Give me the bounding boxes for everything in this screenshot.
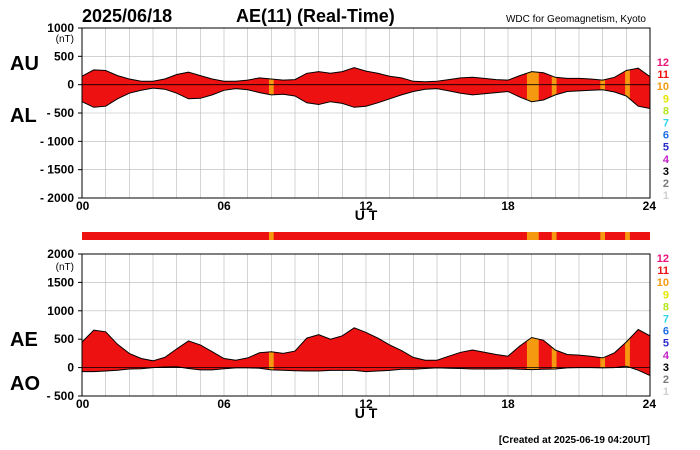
p1-highlight-band — [625, 67, 630, 109]
p2-legend-item: 5 — [663, 338, 669, 350]
activity-strip-highlight — [551, 232, 557, 240]
ao-label: AO — [10, 373, 40, 395]
p2-legend-item: 3 — [663, 362, 669, 374]
p2-legend-item: 2 — [663, 374, 669, 386]
p1-y-tick-label: - 1000 — [40, 134, 74, 148]
p1-highlight-band — [551, 67, 557, 109]
p2-legend-item: 1 — [663, 386, 669, 398]
p2-legend-item: 7 — [663, 314, 669, 326]
p1-y-tick-label: - 500 — [47, 106, 75, 120]
data-source: WDC for Geomagnetism, Kyoto — [506, 14, 646, 25]
p2-legend-item: 11 — [657, 265, 669, 277]
chart-date: 2025/06/18 — [82, 6, 172, 26]
p2-x-tick-label: 00 — [76, 397, 90, 411]
p2-area — [82, 327, 650, 376]
p2-highlight-band — [526, 327, 539, 376]
p1-area — [82, 67, 650, 109]
ae-ao-x-ticks: 00 06 12 18 24 — [76, 397, 656, 411]
p1-x-tick-label: 18 — [501, 199, 515, 213]
p2-legend-item: 6 — [663, 326, 669, 338]
ae-ao-lines — [81, 327, 651, 377]
activity-strip-bar — [82, 232, 650, 240]
au-al-x-ticks: 00 06 12 18 24 — [76, 199, 656, 213]
p2-y-tick-label: 1500 — [47, 275, 74, 289]
p2-y-tick-label: 1000 — [47, 304, 74, 318]
p1-y-tick-label: - 2000 — [40, 191, 74, 205]
p2-x-tick-label: 18 — [501, 397, 515, 411]
p2-highlight-band — [551, 327, 557, 376]
p2-y-tick-label: 500 — [54, 332, 74, 346]
p1-y-tick-label: 1000 — [47, 21, 74, 35]
ae-ao-grid — [82, 254, 650, 396]
p1-x-tick-label: 24 — [643, 199, 657, 213]
p2-x-tick-label: 06 — [217, 397, 231, 411]
activity-strip-highlight — [600, 232, 606, 240]
p1-legend-item: 6 — [663, 130, 669, 142]
p1-legend-item: 7 — [663, 118, 669, 130]
created-timestamp: [Created at 2025-06-19 04:20UT] — [499, 435, 650, 446]
ae-label: AE — [10, 329, 38, 351]
p2-y-tick-label: - 500 — [47, 389, 75, 403]
p2-y-tick-label: 2000 — [47, 247, 74, 261]
p1-legend-item: 9 — [663, 93, 669, 105]
activity-strip-highlight — [526, 232, 539, 240]
al-label: AL — [10, 105, 37, 127]
p1-au-line — [81, 67, 651, 83]
p1-legend-item: 10 — [657, 81, 669, 93]
ae-ao-frame — [81, 253, 651, 397]
p2-legend-item: 8 — [663, 301, 669, 313]
p1-legend-item: 2 — [663, 178, 669, 190]
au-al-lines — [81, 67, 651, 109]
p1-y-tick-label: 500 — [54, 49, 74, 63]
ae-ao-unit-label: (nT) — [56, 262, 74, 273]
p1-legend-item: 4 — [663, 154, 670, 166]
p2-ao-line — [82, 365, 651, 377]
chart-title: AE(11) (Real-Time) — [236, 6, 395, 26]
activity-strip-highlight — [625, 232, 630, 240]
p1-highlight-band — [526, 67, 539, 109]
activity-strip-highlight — [268, 232, 274, 240]
p2-ae-line — [81, 327, 651, 362]
p2-y-tick-label: 0 — [67, 361, 74, 375]
p2-legend-item: 4 — [663, 350, 670, 362]
p2-x-tick-label: 24 — [643, 397, 657, 411]
p1-highlight-band — [600, 67, 606, 109]
p2-legend-item: 9 — [663, 289, 669, 301]
p1-x-tick-label: 06 — [217, 199, 231, 213]
p1-legend-item: 11 — [657, 69, 669, 81]
p1-highlight-band — [268, 67, 274, 109]
p1-legend-item: 8 — [663, 105, 669, 117]
p2-highlight-band — [625, 327, 630, 376]
p1-legend-item: 1 — [663, 190, 669, 202]
p1-x-tick-label: 00 — [76, 199, 90, 213]
ae-ao-y-ticks: 2000 1500 1000 500 0 - 500 — [47, 247, 82, 403]
au-label: AU — [10, 53, 39, 75]
p1-legend-item: 3 — [663, 166, 669, 178]
p2-x-tick-label: 12 — [359, 397, 373, 411]
p1-legend-item: 12 — [657, 57, 669, 69]
au-al-grid — [82, 28, 650, 198]
au-al-fill — [82, 67, 650, 109]
au-al-unit-label: (nT) — [56, 34, 74, 45]
p2-legend-item: 12 — [657, 253, 669, 265]
p2-legend-item: 10 — [657, 277, 669, 289]
p1-y-tick-label: - 1500 — [40, 163, 74, 177]
au-al-y-ticks: 1000 500 0 - 500 - 1000 - 1500 - 2000 — [40, 21, 82, 205]
p1-y-tick-label: 0 — [67, 78, 74, 92]
ae-ao-x-axis-label: U T — [355, 405, 378, 421]
p1-legend-item: 5 — [663, 142, 669, 154]
activity-strip — [82, 232, 650, 240]
p1-al-line — [81, 87, 651, 109]
au-al-x-axis-label: U T — [355, 207, 378, 223]
p1-x-tick-label: 12 — [359, 199, 373, 213]
